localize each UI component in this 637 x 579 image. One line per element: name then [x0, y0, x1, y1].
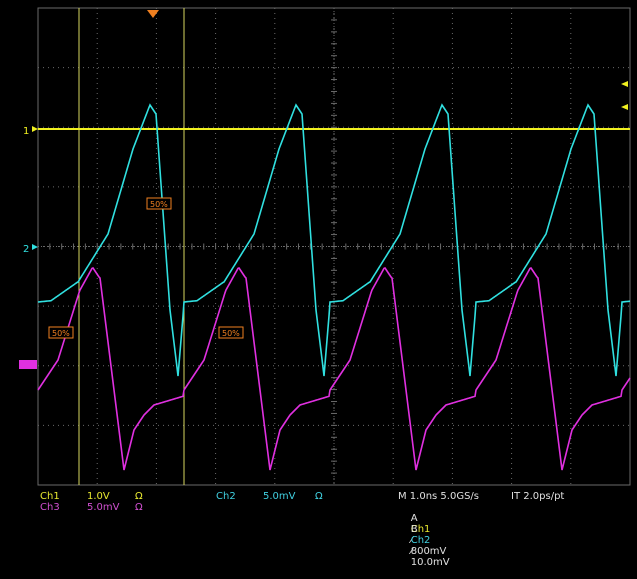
- ch1-scale: 1.0V: [87, 491, 110, 502]
- trigger-50-label-1: 50%: [146, 197, 172, 210]
- interp-readout: IT 2.0ps/pt: [511, 491, 565, 502]
- waveform-display: 1 2 50% 50% 50%: [19, 7, 631, 486]
- ch2-ref-label[interactable]: 2: [23, 244, 29, 255]
- trigger-level-arrow-icon[interactable]: [621, 81, 628, 87]
- arrow-right-icon-ch2[interactable]: [32, 244, 38, 250]
- svg-text:50%: 50%: [150, 200, 168, 209]
- svg-text:50%: 50%: [52, 329, 70, 338]
- ch3-name: Ch3: [40, 502, 60, 513]
- ch1-coupling: Ω: [135, 491, 143, 502]
- trigger-a-prefix: A: [410, 513, 418, 524]
- trigger-b-slope-icon: ⁄: [410, 546, 413, 557]
- ch2-scale: 5.0mV: [263, 491, 296, 502]
- trigger-50-label-2: 50%: [48, 326, 74, 339]
- arrow-right-icon[interactable]: [32, 126, 38, 132]
- svg-text:50%: 50%: [222, 329, 240, 338]
- trigger-50-label-3: 50%: [218, 326, 244, 339]
- ch1-name: Ch1: [40, 491, 60, 502]
- graticule: [37, 7, 631, 486]
- timebase-readout: M 1.0ns 5.0GS/s: [398, 491, 480, 502]
- ch2-trace: [37, 103, 631, 377]
- ch2-coupling: Ω: [315, 491, 323, 502]
- trigger-b-source: Ch2: [410, 535, 431, 546]
- trigger-position-triangle-icon[interactable]: [147, 10, 159, 18]
- ch2-name: Ch2: [216, 491, 236, 502]
- trigger-b-prefix: B: [410, 524, 418, 535]
- oscilloscope-screen: 1 2 50% 50% 50% Ch1 1.0V Ω Ch3 5.0mV Ω C…: [19, 7, 631, 568]
- ch3-coupling: Ω: [135, 502, 143, 513]
- trigger-b-level: 10.0mV: [410, 557, 450, 568]
- trigger-b-readout: B Ch2 ⁄ 10.0mV: [398, 513, 450, 579]
- ch1-ref-label[interactable]: 1: [23, 126, 29, 137]
- ch3-ground-marker-icon[interactable]: [19, 360, 37, 369]
- trigger-level-arrow-icon-2[interactable]: [621, 104, 628, 110]
- ch3-scale: 5.0mV: [87, 502, 120, 513]
- ch3-trace: [37, 267, 631, 471]
